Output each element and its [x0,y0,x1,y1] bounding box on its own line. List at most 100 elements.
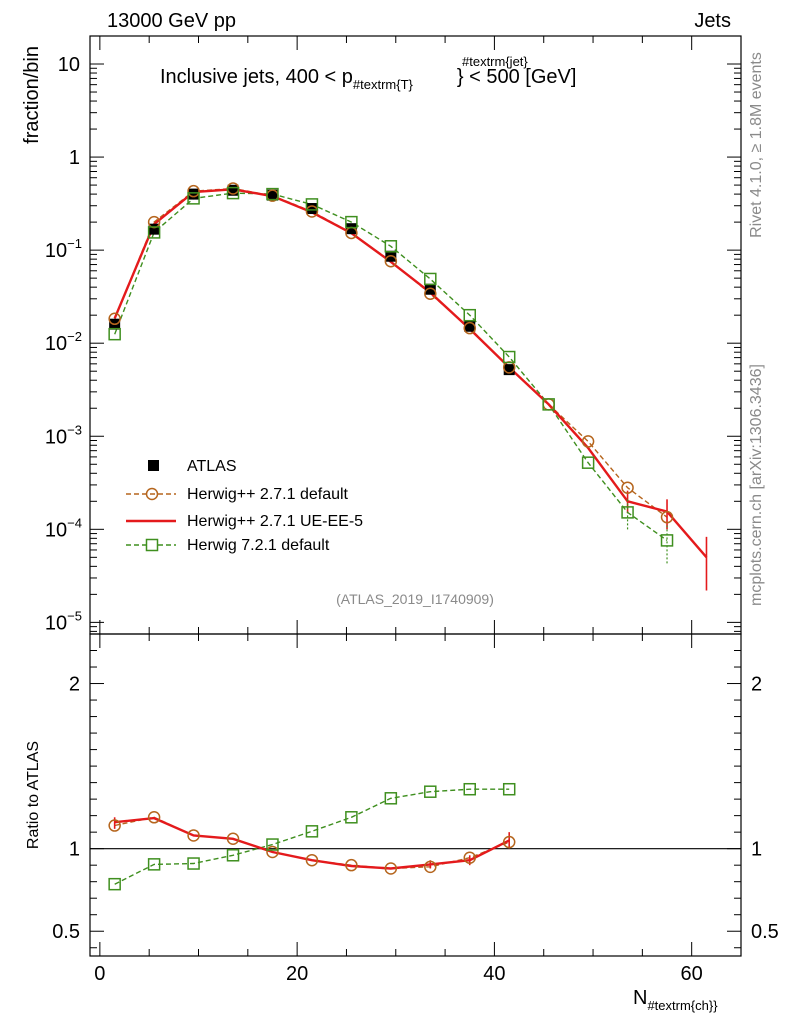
legend-entry-atlas: ATLAS [148,458,237,475]
ratio-ticks: 0.5 0.51 12 20 20 40 60 [52,634,779,985]
ratio-herwigpp-default-point [463,851,476,864]
main-y-tick-label: 1 [69,147,80,169]
herwig7-point [660,534,674,547]
title-sub: #textrm{T} [353,77,414,92]
ratio-herwig7-line [114,788,510,885]
herwig7-point [621,506,634,519]
ratio-herwigpp-default-point [187,829,200,842]
atlas-point [148,223,160,235]
legend-herwig7-marker [145,538,159,552]
ratio-herwigpp-default-point [424,860,437,874]
herwig7-point [266,187,279,201]
legend-atlas-marker [148,460,159,471]
ratio-herwigpp-default-point [108,819,121,832]
ratio-y-tick-label-right: 1 [751,839,762,861]
herwig7-point [147,226,161,239]
x-tick-label: 20 [286,963,308,985]
main-y-tick-label: 10−1 [45,236,82,262]
herwigpp-default-point [660,510,674,524]
ratio-herwigpp-default-point [266,845,279,859]
herwig7-point [305,198,319,211]
watermark: (ATLAS_2019_I1740909) [336,591,494,607]
x-tick-label: 60 [681,963,703,985]
main-y-label: fraction/bin [21,46,43,144]
herwig7-point [502,350,516,364]
header-left: 13000 GeV pp [107,10,236,32]
ratio-herwigpp-default-point [502,835,516,849]
title-sup: #textrm{jet} [462,54,528,69]
main-series [108,182,708,591]
x-label-sub: #textrm{ch}} [647,998,718,1013]
ratio-herwig7-point [502,782,516,796]
herwigpp-default-point [621,481,634,494]
ratio-y-tick-label-right: 0.5 [751,921,779,943]
title-pre: Inclusive jets, 400 < p [160,66,353,88]
main-y-tick-label: 10−2 [45,329,82,355]
herwig7-point [187,192,200,205]
ratio-y-tick-label: 1 [69,839,80,861]
herwig7-point [226,186,240,200]
legend-entry-herwigpp-default: Herwig++ 2.7.1 default [126,486,349,503]
main-y-tick-label: 10−5 [45,608,82,634]
ratio-herwig7-point [345,811,358,824]
atlas-point [345,223,357,235]
herwigpp-default-point [305,205,319,218]
herwigpp-default-point [187,184,200,198]
herwig7-point [581,456,595,469]
atlas-point [424,283,436,295]
ratio-y-label: Ratio to ATLAS [25,741,42,849]
ratio-herwig7-point [305,825,319,838]
ratio-series [108,782,516,891]
x-label-main: N [633,987,647,1009]
herwig7-point [463,308,476,322]
x-axis-label: N#textrm{ch}} [633,987,718,1013]
svg-text:Inclusive jets, 400 < p#textrm: Inclusive jets, 400 < p#textrm{T} } < 500… [160,66,576,92]
rivet-label: Rivet 4.1.0, ≥ 1.8M events [748,52,765,238]
legend-herwigpp-ueee5-label: Herwig++ 2.7.1 UE-EE-5 [187,513,363,530]
main-y-tick-label: 10 [58,54,80,76]
herwigpp-default-point [581,435,595,448]
ratio-herwigpp-default-point [147,811,161,824]
ratio-herwig7-point [187,857,200,870]
legend: ATLAS Herwig++ 2.7.1 default Herwig++ 2.… [126,458,363,554]
ratio-herwig7-point [463,782,476,796]
legend-entry-herwigpp-ueee5: Herwig++ 2.7.1 UE-EE-5 [126,513,363,530]
main-y-tick-label: 10−3 [45,422,82,448]
ratio-herwig7-point [424,785,437,798]
herwigpp-default-point [424,287,437,300]
herwigpp-default-point [108,312,121,326]
main-y-tick-label: 10−4 [45,515,82,541]
legend-atlas-label: ATLAS [187,458,237,475]
x-tick-label: 0 [94,963,105,985]
title-post: } < 500 [GeV] [457,66,577,88]
atlas-point [188,188,200,200]
herwig7-point [108,327,121,341]
ratio-herwigpp-ueee5-line [114,816,510,870]
main-title: Inclusive jets, 400 < p#textrm{T} } < 500… [160,54,576,92]
ratio-herwig7-point [266,838,279,851]
legend-herwig7-label: Herwig 7.2.1 default [187,537,330,554]
legend-herwigpp-default-marker [145,487,159,501]
ratio-y-tick-label: 0.5 [52,921,80,943]
ratio-herwig7-point [147,858,161,871]
herwigpp-default-point [384,254,398,268]
herwig7-line [114,192,668,541]
mcplots-label: mcplots.cern.ch [arXiv:1306.3436] [748,364,765,606]
ratio-herwig7-point [384,792,398,805]
herwig7-point [384,240,398,253]
herwigpp-ueee5-line [113,188,708,559]
main-y-ticks: 10 1 10−1 10−2 10−3 10−4 10−5 [45,35,741,634]
atlas-point [306,203,318,215]
herwigpp-default-point [463,321,476,335]
ratio-plot-frame [89,633,742,957]
ratio-y-tick-label-right: 2 [751,674,762,696]
atlas-point [227,184,239,196]
herwig7-point [424,272,437,286]
atlas-point [464,320,476,332]
herwig7-point [542,398,555,411]
ratio-herwigpp-default-point [345,858,358,872]
atlas-point [266,189,278,201]
atlas-point [503,364,515,376]
herwig7-point [345,215,358,229]
